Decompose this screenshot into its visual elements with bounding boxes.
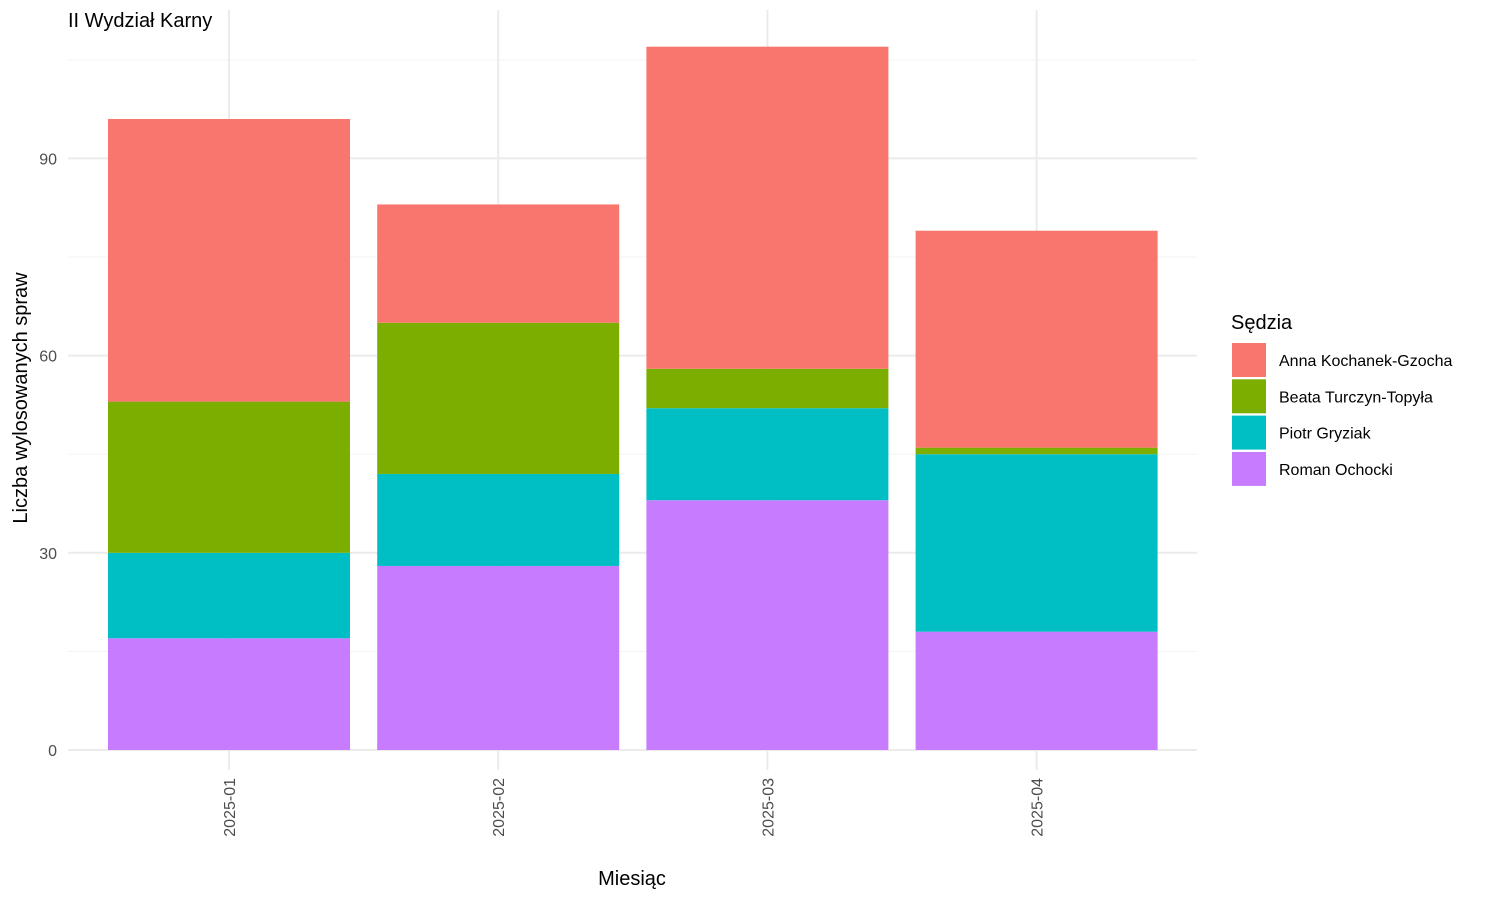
legend: Sędzia Anna Kochanek-Gzocha Beata Turczyn… [1231,312,1453,486]
bar-segment [108,401,350,553]
bar-segment [646,500,889,750]
bar-segment [915,631,1158,750]
x-tick-label: 2025-02 [491,778,508,837]
legend-key [1232,343,1266,377]
bar-segment [915,454,1158,632]
bar-segment [377,322,620,474]
legend-label: Anna Kochanek-Gzocha [1279,353,1453,370]
x-tick-label: 2025-04 [1030,778,1047,837]
bar-segment [108,118,350,402]
bar-segment [108,638,350,750]
y-tick-label: 30 [39,546,57,563]
y-tick-label: 60 [39,349,57,366]
x-tick-labels: 2025-01 2025-02 2025-03 2025-04 [222,778,1047,837]
legend-label: Beata Turczyn-Topyła [1279,389,1433,406]
bar-segment [377,473,620,566]
bars [108,46,1158,750]
chart-title: II Wydział Karny [68,10,212,32]
x-tick-label: 2025-01 [222,778,239,837]
y-tick-label: 90 [39,151,57,168]
x-axis-title: Miesiąc [598,868,666,890]
bar-segment [915,230,1158,448]
bar-segment [646,368,889,409]
bar-segment [377,204,620,323]
y-tick-label: 0 [48,743,57,760]
legend-key [1232,451,1266,486]
legend-label: Roman Ochocki [1279,462,1393,479]
legend-key [1232,379,1266,414]
bar-segment [915,447,1158,455]
legend-label: Piotr Gryziak [1279,426,1372,443]
y-tick-labels: 0 30 60 90 [39,151,57,760]
bar-segment [646,46,889,369]
bar-segment [646,408,889,501]
legend-key [1232,415,1266,450]
legend-title: Sędzia [1231,312,1293,334]
bar-segment [108,552,350,639]
y-axis-title: Liczba wylosowanych spraw [10,272,32,524]
bar-segment [377,565,620,750]
x-tick-label: 2025-03 [760,778,777,837]
